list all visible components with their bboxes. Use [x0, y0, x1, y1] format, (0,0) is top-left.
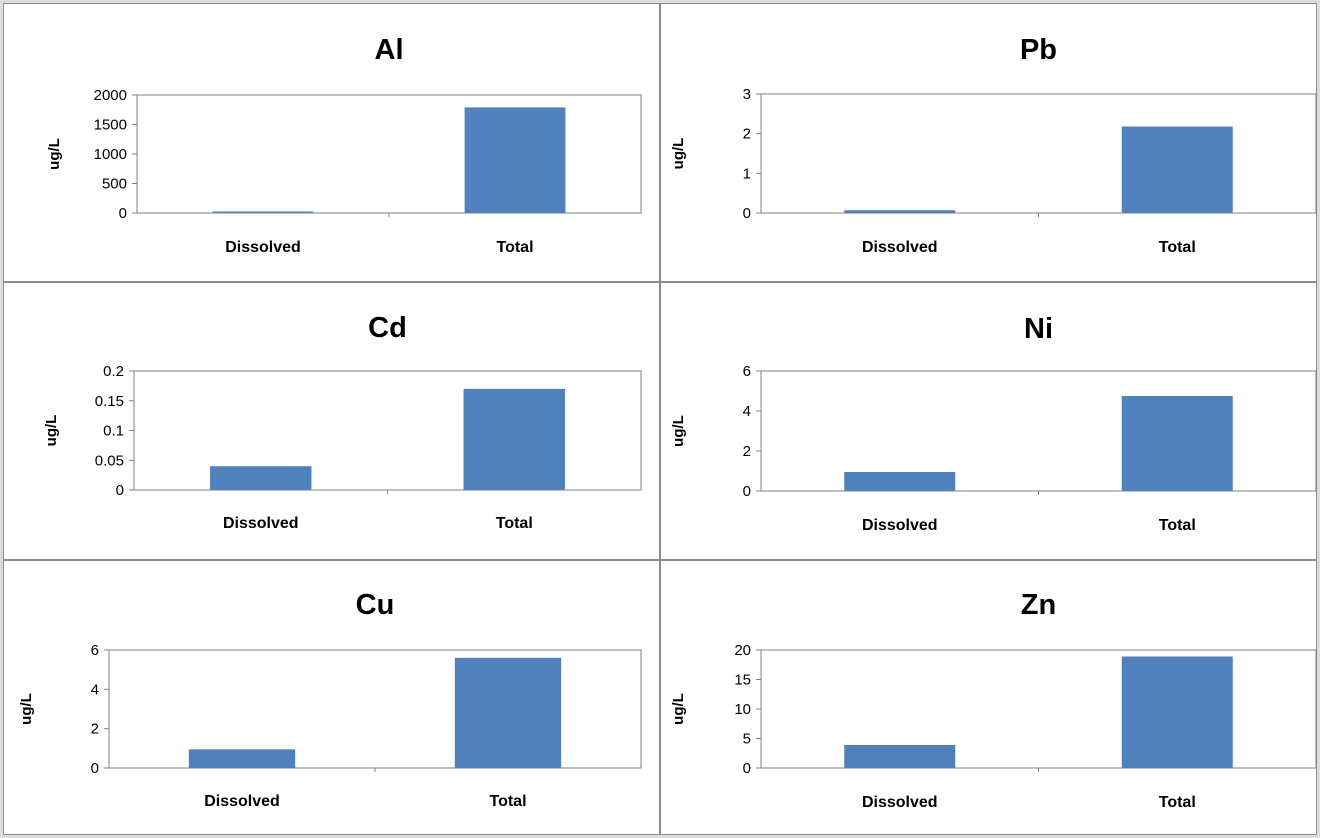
category-label: Total: [489, 793, 526, 810]
y-axis-label: ug/L: [670, 138, 687, 170]
y-tick-label: 6: [743, 363, 751, 380]
category-label: Total: [1159, 794, 1196, 811]
y-tick-label: 0: [743, 205, 751, 222]
chart-title: Ni: [1024, 313, 1053, 345]
y-tick-label: 20: [734, 642, 751, 659]
category-label: Total: [1159, 517, 1196, 534]
y-tick-label: 0.2: [103, 363, 124, 380]
chart-ni-svg: Ni ug/L 0 2 4 6 Dissolved Total: [670, 313, 1317, 534]
y-axis-label: ug/L: [18, 693, 35, 725]
bar-dissolved: [212, 211, 314, 213]
category-label: Total: [496, 515, 533, 532]
category-label: Dissolved: [862, 517, 938, 534]
category-label: Dissolved: [225, 239, 301, 256]
chart-cu-svg: Cu ug/L 0 2 4 6 Dissolved Total: [18, 589, 642, 810]
category-label: Total: [1159, 239, 1196, 256]
chart-panel-cu: Cu ug/L 0 2 4 6 Dissolved Total: [3, 560, 660, 835]
y-tick-label: 2: [743, 126, 751, 143]
bar-total: [1121, 126, 1233, 213]
y-tick-label: 4: [743, 403, 751, 420]
y-tick-label: 0: [91, 760, 99, 777]
chart-panel-ni: Ni ug/L 0 2 4 6 Dissolved Total: [660, 282, 1317, 560]
chart-panel-al: Al ug/L 0 500 1000 1500 2000 Dissolved Total: [3, 3, 660, 282]
y-axis-label: ug/L: [43, 415, 60, 447]
y-tick-label: 3: [743, 86, 751, 103]
category-label: Dissolved: [862, 239, 938, 256]
chart-panel-cd: Cd ug/L 0 0.05 0.1 0.15 0.2 Dissolved Total: [3, 282, 660, 560]
y-tick-label: 2: [91, 721, 99, 738]
chart-al-svg: Al ug/L 0 500 1000 1500 2000 Dissolved Total: [46, 34, 642, 256]
bar-dissolved: [188, 749, 296, 768]
bar-dissolved: [844, 210, 956, 213]
chart-cd-svg: Cd ug/L 0 0.05 0.1 0.15 0.2 Dissolved Total: [43, 312, 642, 532]
bar-total: [1121, 656, 1233, 768]
y-tick-label: 2: [743, 443, 751, 460]
bar-dissolved: [210, 466, 312, 490]
y-axis-label: ug/L: [46, 138, 63, 170]
bar-total: [464, 107, 566, 213]
y-tick-label: 1500: [94, 117, 127, 134]
chart-title: Cd: [368, 312, 407, 344]
chart-panel-zn: Zn ug/L 0 5 10 15 20 Dissolved Total: [660, 560, 1317, 835]
category-label: Dissolved: [223, 515, 299, 532]
chart-title: Zn: [1021, 589, 1056, 621]
chart-zn-svg: Zn ug/L 0 5 10 15 20 Dissolved Total: [670, 589, 1317, 811]
y-tick-label: 0: [119, 205, 127, 222]
y-tick-label: 10: [734, 701, 751, 718]
y-tick-label: 6: [91, 642, 99, 659]
category-label: Dissolved: [862, 794, 938, 811]
chart-pb-svg: Pb ug/L 0 1 2 3 Dissolved Total: [670, 34, 1317, 256]
y-tick-label: 0: [743, 483, 751, 500]
bar-total: [463, 388, 565, 490]
y-tick-label: 0: [116, 482, 124, 499]
chart-panel-pb: Pb ug/L 0 1 2 3 Dissolved Total: [660, 3, 1317, 282]
bar-dissolved: [844, 472, 956, 491]
y-tick-label: 2000: [94, 87, 127, 104]
chart-title: Cu: [356, 589, 395, 621]
bar-total: [454, 657, 562, 768]
bar-total: [1121, 396, 1233, 491]
y-tick-label: 0: [743, 760, 751, 777]
y-tick-label: 0.15: [95, 393, 124, 410]
y-tick-label: 15: [734, 672, 751, 689]
category-label: Total: [496, 239, 533, 256]
y-tick-label: 5: [743, 731, 751, 748]
y-tick-label: 500: [102, 176, 127, 193]
y-tick-label: 1000: [94, 146, 127, 163]
chart-title: Al: [375, 34, 404, 66]
y-axis-label: ug/L: [670, 415, 687, 447]
bar-dissolved: [844, 744, 956, 768]
y-tick-label: 4: [91, 681, 99, 698]
y-tick-label: 0.1: [103, 423, 124, 440]
chart-title: Pb: [1020, 34, 1057, 66]
y-tick-label: 0.05: [95, 452, 124, 469]
y-tick-label: 1: [743, 165, 751, 182]
category-label: Dissolved: [204, 793, 280, 810]
y-axis-label: ug/L: [670, 693, 687, 725]
